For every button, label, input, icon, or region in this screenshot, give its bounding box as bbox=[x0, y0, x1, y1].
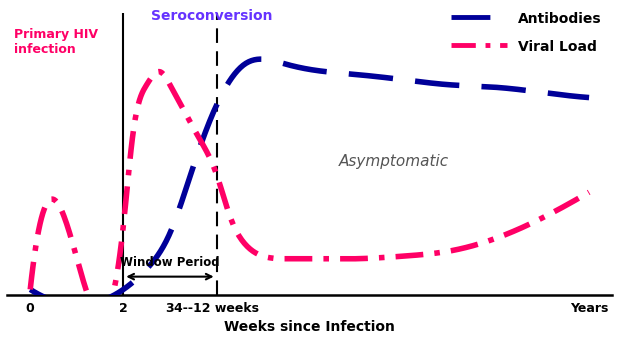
Legend: Antibodies, Viral Load: Antibodies, Viral Load bbox=[447, 6, 605, 59]
Text: Seroconversion: Seroconversion bbox=[151, 9, 273, 24]
Text: Window Period: Window Period bbox=[120, 256, 219, 269]
X-axis label: Weeks since Infection: Weeks since Infection bbox=[224, 320, 395, 334]
Text: Primary HIV
infection: Primary HIV infection bbox=[14, 29, 98, 57]
Text: Asymptomatic: Asymptomatic bbox=[339, 154, 448, 169]
